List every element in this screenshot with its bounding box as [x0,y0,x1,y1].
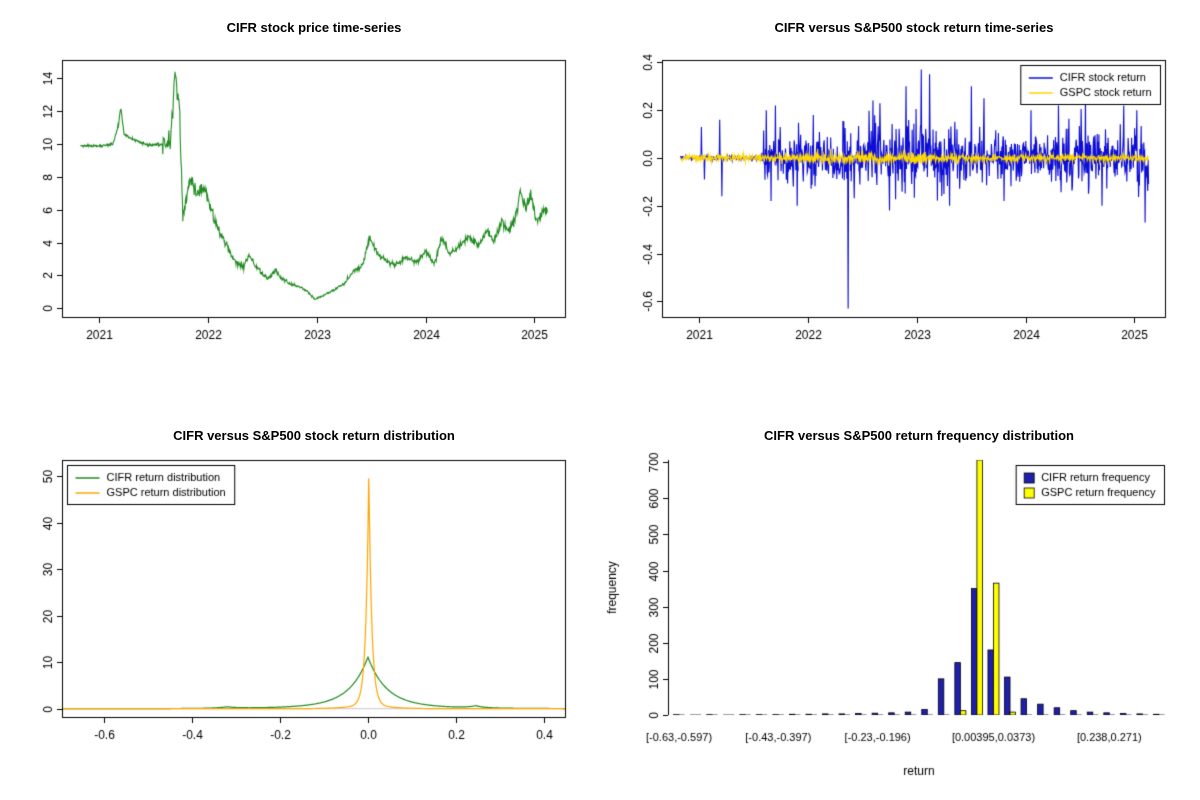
panel-return-frequency: CIFR versus S&P500 return frequency dist… [600,400,1200,800]
panel-return-timeseries: CIFR versus S&P500 stock return time-ser… [600,0,1200,400]
panel-return-distribution: CIFR versus S&P500 stock return distribu… [0,400,600,800]
chart-title-return-frequency: CIFR versus S&P500 return frequency dist… [764,428,1074,443]
panel-cifr-price: CIFR stock price time-series [0,0,600,400]
return-frequency-chart-canvas [600,400,1200,800]
chart-title-return-distribution: CIFR versus S&P500 stock return distribu… [173,428,455,443]
cifr-price-chart-canvas [0,0,600,400]
return-timeseries-chart-canvas [600,0,1200,400]
chart-title-return-timeseries: CIFR versus S&P500 stock return time-ser… [774,20,1054,35]
chart-title-cifr-price: CIFR stock price time-series [226,20,402,35]
return-distribution-chart-canvas [0,400,600,800]
